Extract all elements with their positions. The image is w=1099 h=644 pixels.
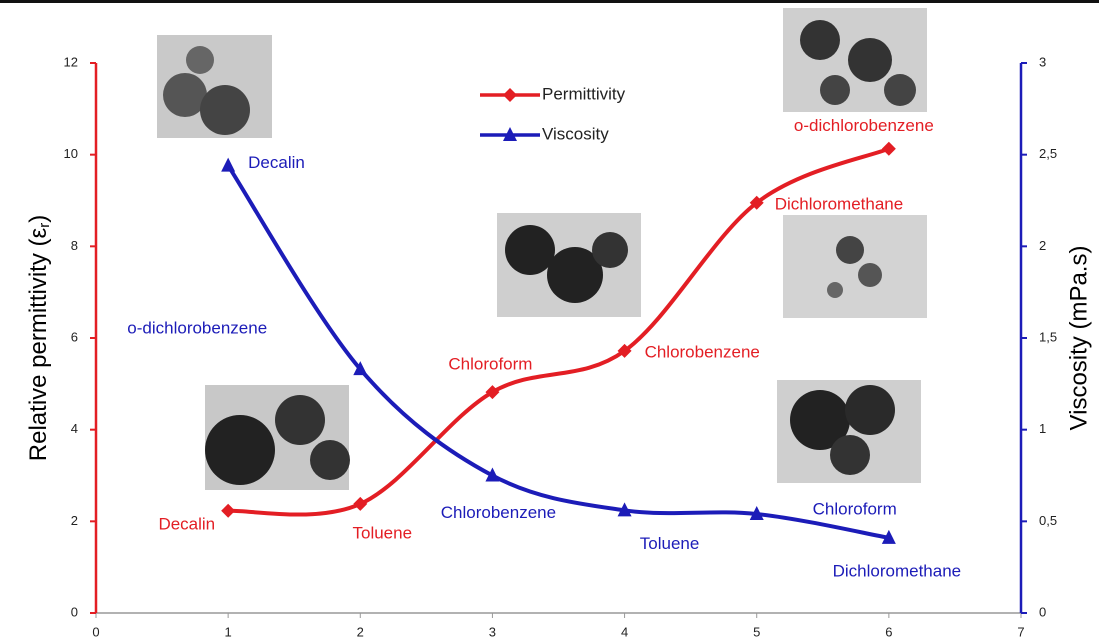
- y-axis-label-end: ): [25, 215, 52, 223]
- x-tick-label: 6: [885, 624, 892, 639]
- y-tick-label: 8: [71, 238, 78, 253]
- y-tick-label: 6: [71, 329, 78, 344]
- point-label: Dichloromethane: [775, 194, 904, 213]
- marker: [221, 157, 236, 172]
- marker: [221, 503, 236, 518]
- marker: [881, 141, 896, 156]
- y2-tick-label: 1: [1039, 421, 1046, 436]
- legend-box: [465, 78, 640, 152]
- y2-tick-label: 1,5: [1039, 329, 1057, 344]
- legend-label: Permittivity: [542, 84, 626, 103]
- marker: [749, 195, 764, 210]
- y-tick-label: 10: [64, 146, 78, 161]
- y2-tick-label: 3: [1039, 54, 1046, 69]
- y2-tick-label: 2: [1039, 238, 1046, 253]
- y-axis-label: Relative permittivity (εr): [25, 215, 53, 461]
- point-label: Chlorobenzene: [441, 503, 556, 522]
- micrographs: [157, 8, 927, 490]
- point-label: Dichloromethane: [833, 561, 962, 580]
- point-label: Chlorobenzene: [645, 342, 760, 361]
- x-tick-label: 4: [621, 624, 628, 639]
- x-tick-label: 2: [357, 624, 364, 639]
- legend-label: Viscosity: [542, 124, 609, 143]
- point-label: Toluene: [353, 523, 413, 542]
- marker: [617, 343, 632, 358]
- y2-axis-label: Viscosity (mPa.s): [1065, 246, 1092, 431]
- legend-marker: [503, 88, 517, 102]
- x-tick-label: 3: [489, 624, 496, 639]
- marker: [881, 529, 896, 544]
- point-label: o-dichlorobenzene: [794, 116, 934, 135]
- point-label: Decalin: [248, 153, 305, 172]
- y-tick-label: 12: [64, 54, 78, 69]
- y-tick-label: 2: [71, 513, 78, 528]
- top-border: [0, 0, 1099, 3]
- marker: [485, 467, 500, 482]
- x-tick-label: 5: [753, 624, 760, 639]
- point-label: Chloroform: [448, 355, 532, 374]
- marker: [353, 361, 368, 376]
- point-label: Chloroform: [813, 499, 897, 518]
- legend-marker: [503, 127, 517, 141]
- marker: [749, 506, 764, 520]
- x-tick-label: 0: [92, 624, 99, 639]
- marker: [353, 496, 368, 511]
- x-tick-label: 1: [225, 624, 232, 639]
- marker: [617, 502, 632, 517]
- y2-tick-label: 2,5: [1039, 146, 1057, 161]
- point-label: Toluene: [640, 534, 700, 553]
- y-axis-label-main: Relative permittivity (ε: [25, 227, 52, 461]
- marker: [485, 385, 500, 400]
- y-axis-label-sub: r: [36, 223, 53, 228]
- y2-tick-label: 0: [1039, 604, 1046, 619]
- y-tick-label: 4: [71, 421, 78, 436]
- point-label: Decalin: [158, 514, 215, 533]
- x-tick-label: 7: [1017, 624, 1024, 639]
- point-label: o-dichlorobenzene: [127, 319, 267, 338]
- y2-tick-label: 0,5: [1039, 513, 1057, 528]
- y-tick-label: 0: [71, 604, 78, 619]
